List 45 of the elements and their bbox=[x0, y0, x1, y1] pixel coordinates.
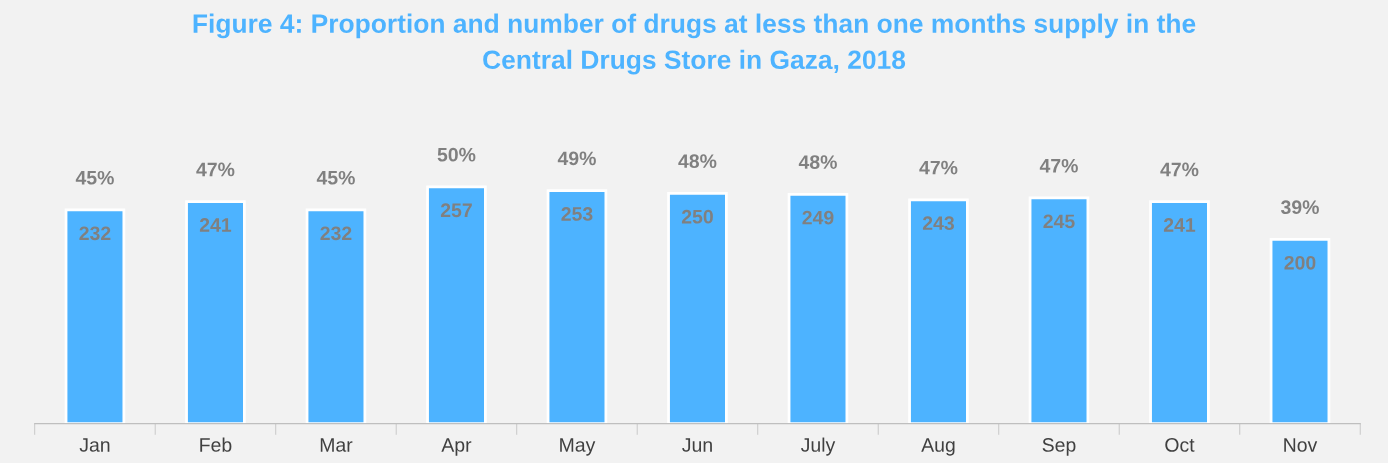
bar bbox=[1269, 238, 1331, 424]
x-tick-label: Sep bbox=[1042, 438, 1076, 456]
annotation: 45% bbox=[316, 170, 355, 185]
x-tick-label: Nov bbox=[1284, 438, 1318, 452]
annotation: 48% bbox=[798, 155, 837, 169]
data-label: 243 bbox=[922, 216, 954, 231]
bar bbox=[185, 200, 246, 424]
x-tick-label: July bbox=[800, 437, 836, 456]
bar bbox=[787, 192, 849, 424]
data-label: 232 bbox=[79, 226, 111, 241]
annotation: 47% bbox=[1039, 158, 1078, 173]
data-label: 200 bbox=[1284, 255, 1316, 270]
annotation: 47% bbox=[919, 160, 958, 175]
x-tick-label: Apr bbox=[441, 438, 472, 456]
annotation: 47% bbox=[196, 162, 235, 177]
x-tick-label: Mar bbox=[320, 438, 353, 452]
data-label: 257 bbox=[440, 203, 472, 218]
chart-title: Figure 4: Proportion and number of drugs at less than one months supply in the Central Drugs Store in Gaza, 2018 bbox=[193, 13, 1196, 75]
bar bbox=[908, 198, 969, 424]
annotation: 45% bbox=[75, 170, 114, 185]
x-tick-label: May bbox=[560, 438, 596, 456]
x-tick-label: Feb bbox=[200, 437, 232, 452]
data-label: 245 bbox=[1043, 214, 1075, 229]
annotation: 39% bbox=[1280, 200, 1319, 215]
x-tick-label: Jan bbox=[79, 438, 110, 452]
data-label: 241 bbox=[1163, 218, 1196, 232]
bar bbox=[64, 208, 126, 424]
bar bbox=[426, 185, 487, 424]
x-tick-label: Jun bbox=[682, 438, 712, 452]
bar bbox=[1149, 200, 1210, 424]
x-tick-label: Aug bbox=[921, 438, 955, 456]
data-label: 250 bbox=[681, 209, 713, 224]
data-label: 249 bbox=[802, 210, 834, 225]
bar bbox=[546, 189, 608, 424]
data-label: 232 bbox=[320, 226, 352, 241]
x-tick-label: Oct bbox=[1165, 438, 1195, 452]
bar bbox=[667, 191, 728, 424]
annotation: 50% bbox=[437, 147, 476, 162]
bar bbox=[1028, 196, 1090, 424]
annotation: 49% bbox=[557, 151, 596, 166]
annotation: 48% bbox=[678, 154, 717, 169]
bar bbox=[305, 208, 367, 424]
data-label: 253 bbox=[561, 207, 593, 221]
data-label: 241 bbox=[199, 218, 232, 232]
annotation: 47% bbox=[1160, 162, 1199, 177]
